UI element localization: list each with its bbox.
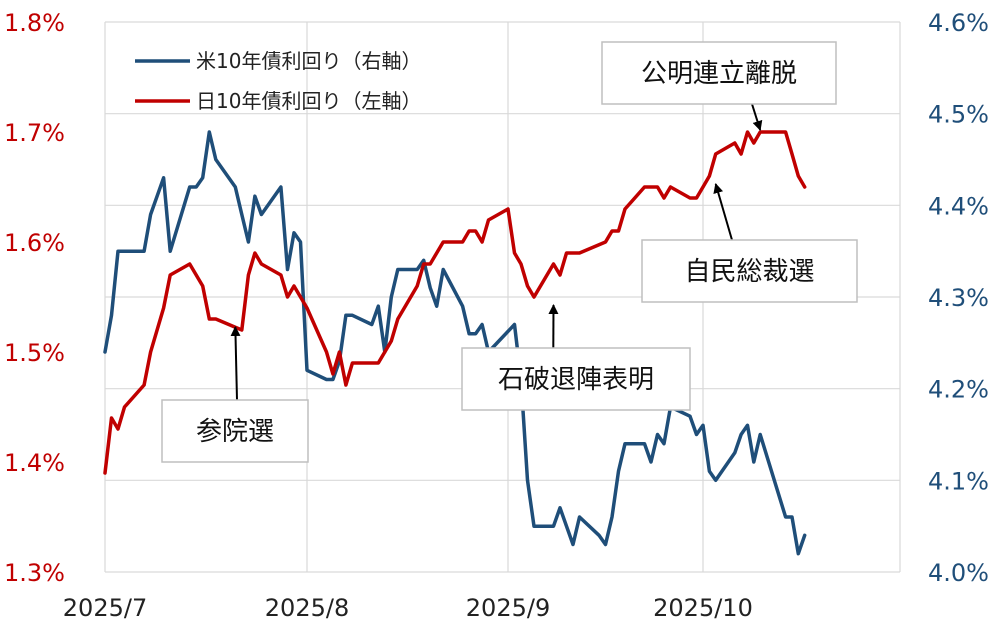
annotation-arrow bbox=[713, 183, 733, 241]
left-tick-label: 1.8% bbox=[4, 9, 65, 37]
right-tick-label: 4.3% bbox=[928, 284, 989, 312]
annotation-box bbox=[601, 41, 837, 105]
right-tick-label: 4.1% bbox=[928, 467, 989, 495]
annotation-label: 公明連立離脱 bbox=[641, 59, 797, 89]
x-tick-label: 2025/8 bbox=[265, 594, 349, 622]
legend: 米10年債利回り（右軸） 日10年債利回り（左軸） bbox=[135, 49, 421, 113]
annotation-label: 参院選 bbox=[196, 417, 274, 447]
annotations: 参院選 石破退陣表明 自民総裁選 公明連立離脱 bbox=[161, 41, 858, 463]
legend-label: 米10年債利回り（右軸） bbox=[196, 49, 421, 73]
annotation-arrow bbox=[230, 326, 241, 401]
legend-label: 日10年債利回り（左軸） bbox=[196, 89, 421, 113]
x-tick-label: 2025/7 bbox=[63, 594, 147, 622]
left-tick-label: 1.3% bbox=[4, 559, 65, 587]
series-line-us10y bbox=[103, 130, 807, 556]
left-tick-label: 1.6% bbox=[4, 229, 65, 257]
x-tick-label: 2025/10 bbox=[653, 594, 753, 622]
series-lines bbox=[103, 130, 807, 556]
annotation-label: 石破退陣表明 bbox=[498, 365, 654, 395]
left-axis-ticks: 1.8% 1.7% 1.6% 1.5% 1.4% 1.3% bbox=[4, 9, 65, 587]
right-axis-ticks: 4.6% 4.5% 4.4% 4.3% 4.2% 4.1% 4.0% bbox=[928, 9, 989, 587]
x-tick-label: 2025/9 bbox=[466, 594, 550, 622]
left-tick-label: 1.7% bbox=[4, 119, 65, 147]
annotation-box bbox=[161, 399, 309, 463]
right-tick-label: 4.0% bbox=[928, 559, 989, 587]
annotation-box bbox=[461, 347, 691, 411]
left-tick-label: 1.4% bbox=[4, 449, 65, 477]
right-tick-label: 4.6% bbox=[928, 9, 989, 37]
right-tick-label: 4.5% bbox=[928, 101, 989, 129]
left-tick-label: 1.5% bbox=[4, 339, 65, 367]
right-tick-label: 4.2% bbox=[928, 376, 989, 404]
annotation-label: 自民総裁選 bbox=[684, 257, 814, 287]
right-tick-label: 4.4% bbox=[928, 192, 989, 220]
series-line-jp10y bbox=[103, 130, 807, 475]
annotation-arrow bbox=[751, 103, 763, 131]
annotation-box bbox=[641, 239, 858, 303]
x-axis-ticks: 2025/7 2025/8 2025/9 2025/10 bbox=[63, 594, 753, 622]
